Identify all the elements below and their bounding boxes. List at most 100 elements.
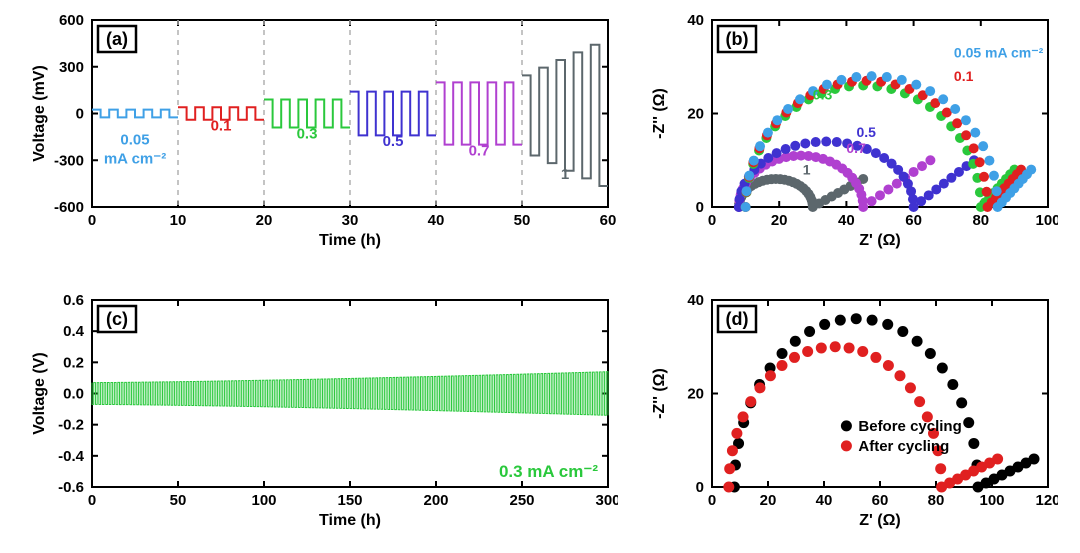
data-point [894, 370, 905, 381]
svg-text:80: 80 [928, 492, 945, 509]
data-point [867, 71, 877, 81]
y-axis-label: -Z'' (Ω) [651, 88, 668, 139]
figure-grid: 0102030405060-600-3000300600Time (h)Volt… [18, 12, 1062, 532]
svg-text:40: 40 [687, 292, 704, 309]
data-point [723, 482, 734, 493]
svg-text:40: 40 [838, 212, 855, 229]
data-point [835, 315, 846, 326]
svg-text:40: 40 [428, 212, 445, 229]
legend-marker [841, 440, 852, 451]
data-point [867, 196, 877, 206]
svg-text:40: 40 [687, 12, 704, 29]
data-point [911, 80, 921, 90]
data-point [938, 94, 948, 104]
data-point [727, 445, 738, 456]
data-point [749, 156, 759, 166]
data-point [816, 342, 827, 353]
x-axis-label: Time (h) [319, 512, 381, 529]
svg-text:120: 120 [1035, 492, 1058, 509]
data-point [882, 319, 893, 330]
svg-text:50: 50 [170, 492, 187, 509]
data-point [811, 137, 821, 147]
data-point [961, 130, 971, 140]
series-label: 0.3 [813, 86, 833, 102]
svg-text:20: 20 [760, 492, 777, 509]
data-point [857, 346, 868, 357]
series-label: 0.5 [383, 133, 404, 150]
svg-text:10: 10 [170, 212, 187, 229]
data-point [925, 348, 936, 359]
svg-text:-0.4: -0.4 [58, 448, 85, 465]
data-point [984, 156, 994, 166]
data-point [956, 397, 967, 408]
data-point [897, 326, 908, 337]
panel-tag: (a) [106, 29, 128, 49]
data-point [905, 382, 916, 393]
svg-text:0: 0 [696, 199, 704, 216]
data-point [821, 137, 831, 147]
svg-text:80: 80 [972, 212, 989, 229]
data-point [777, 348, 788, 359]
data-point [741, 202, 751, 212]
legend-label: After cycling [858, 438, 949, 455]
data-point [909, 167, 919, 177]
svg-text:0.6: 0.6 [63, 292, 84, 309]
svg-text:0.2: 0.2 [63, 354, 84, 371]
svg-text:0.0: 0.0 [63, 386, 84, 403]
svg-text:0: 0 [708, 212, 716, 229]
svg-text:0: 0 [88, 212, 96, 229]
data-point [742, 186, 752, 196]
svg-text:100: 100 [251, 492, 276, 509]
svg-text:60: 60 [905, 212, 922, 229]
data-point [982, 187, 992, 197]
data-point [961, 115, 971, 125]
data-point [858, 202, 868, 212]
svg-text:250: 250 [509, 492, 534, 509]
data-point [867, 315, 878, 326]
data-point [914, 396, 925, 407]
svg-text:30: 30 [342, 212, 359, 229]
data-point [925, 155, 935, 165]
series-line [436, 82, 522, 144]
y-axis-label: Voltage (mV) [31, 65, 48, 162]
data-point [870, 352, 881, 363]
data-point [724, 463, 735, 474]
svg-text:0: 0 [88, 492, 96, 509]
data-point [738, 411, 749, 422]
data-point [1029, 453, 1040, 464]
data-point [781, 144, 791, 154]
data-point [851, 72, 861, 82]
data-point [989, 171, 999, 181]
data-point [765, 370, 776, 381]
series-label: 0.7 [846, 140, 866, 156]
data-point [819, 319, 830, 330]
data-point [755, 141, 765, 151]
data-point [744, 171, 754, 181]
svg-text:100: 100 [1035, 212, 1058, 229]
series-label: 0.3 mA cm⁻² [499, 462, 598, 481]
data-point [844, 342, 855, 353]
data-point [731, 428, 742, 439]
series-label: 0.1 [211, 118, 232, 135]
data-point [963, 417, 974, 428]
svg-text:20: 20 [687, 106, 704, 123]
data-point [975, 157, 985, 167]
data-point [802, 346, 813, 357]
data-point [777, 360, 788, 371]
data-point [754, 382, 765, 393]
data-point [790, 336, 801, 347]
data-point [950, 104, 960, 114]
series-label: 0.1 [954, 68, 974, 84]
svg-text:150: 150 [337, 492, 362, 509]
svg-text:40: 40 [816, 492, 833, 509]
panel-tag: (c) [106, 309, 128, 329]
data-point [979, 172, 989, 182]
series-line [92, 372, 608, 416]
y-axis-label: -Z'' (Ω) [651, 368, 668, 419]
data-point [763, 128, 773, 138]
data-point [883, 360, 894, 371]
data-point [937, 362, 948, 373]
panel-tag: (b) [726, 29, 749, 49]
series-label: 0.3 [297, 125, 318, 142]
svg-text:0.4: 0.4 [63, 323, 85, 340]
